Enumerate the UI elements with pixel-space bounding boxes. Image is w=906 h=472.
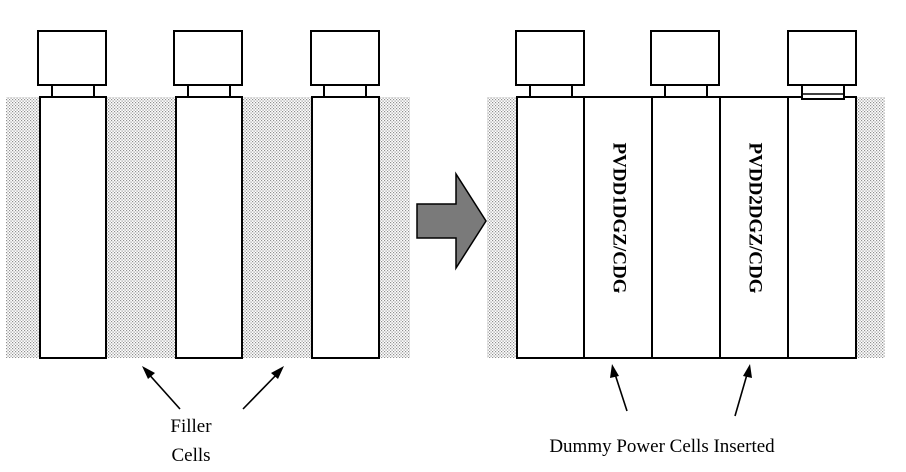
dummy-power-cell-1-label: PVDD1DGZ/CDG (609, 143, 630, 294)
io-cell-right-3 (787, 96, 857, 359)
filler-pointer-arrowhead-2 (271, 366, 284, 379)
dummy-pointer-arrowhead-1 (610, 364, 619, 378)
filler-label-line1: Filler (170, 416, 212, 437)
connector-left-2 (187, 84, 231, 98)
bond-pad-right-2 (650, 30, 720, 86)
filler-pointer-arrow-2 (242, 370, 281, 410)
connector-right-1 (529, 84, 573, 98)
io-cell-left-3 (311, 96, 380, 359)
bond-pad-left-1 (37, 30, 107, 86)
io-cell-left-1 (39, 96, 107, 359)
dummy-power-cell-2-label: PVDD2DGZ/CDG (745, 143, 766, 294)
right-panel: PVDD1DGZ/CDG PVDD2DGZ/CDG Dummy Power Ce… (487, 30, 885, 457)
bond-pad-right-3 (787, 30, 857, 86)
dummy-pointer-arrow-2 (734, 370, 749, 417)
connector-left-3 (323, 84, 367, 98)
connector-left-1 (51, 84, 95, 98)
bond-pad-right-1 (515, 30, 585, 86)
left-panel: Filler Cells (6, 30, 410, 466)
io-cell-right-1 (516, 96, 585, 359)
dummy-pointer-arrowhead-2 (743, 364, 752, 378)
filler-pointer-arrowhead-1 (142, 366, 155, 379)
connector-right-3 (801, 84, 845, 100)
transform-arrow-icon (416, 171, 487, 271)
filler-pointer-arrow-1 (145, 370, 181, 410)
bond-pad-left-3 (310, 30, 380, 86)
connector-right-2 (664, 84, 708, 98)
dummy-pointer-arrow-1 (613, 370, 628, 412)
filler-label-line2: Cells (171, 445, 210, 466)
dummy-power-cell-1 (583, 96, 653, 359)
io-cell-left-2 (175, 96, 243, 359)
dummy-cells-caption: Dummy Power Cells Inserted (549, 436, 775, 457)
bond-pad-left-2 (173, 30, 243, 86)
io-cell-right-2 (651, 96, 721, 359)
